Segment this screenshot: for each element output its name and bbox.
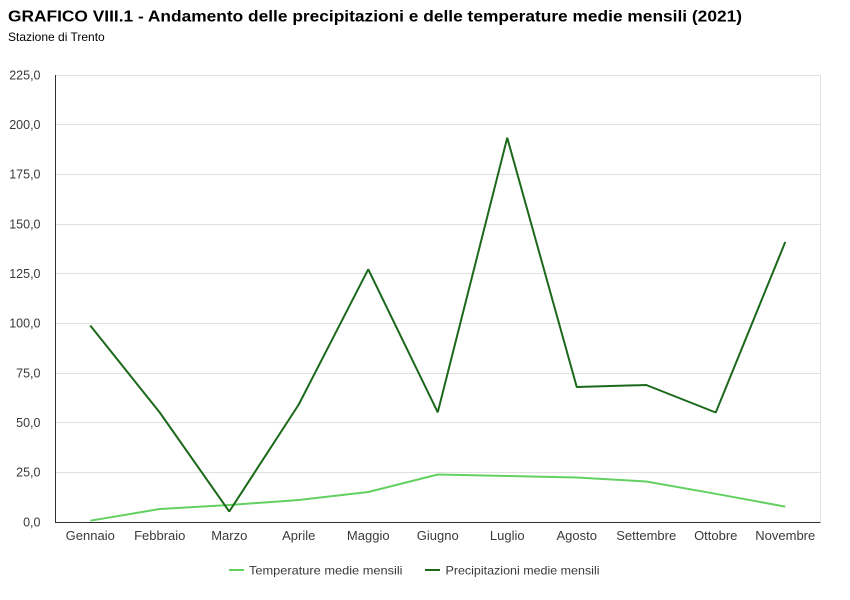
svg-text:50,0: 50,0 (16, 416, 40, 430)
svg-text:Luglio: Luglio (490, 528, 525, 543)
svg-text:225,0: 225,0 (9, 68, 40, 82)
svg-text:Novembre: Novembre (755, 528, 815, 543)
svg-text:Aprile: Aprile (282, 528, 315, 543)
svg-text:Ottobre: Ottobre (694, 528, 737, 543)
svg-text:Marzo: Marzo (211, 528, 247, 543)
svg-text:200,0: 200,0 (9, 118, 40, 132)
svg-text:Gennaio: Gennaio (66, 528, 115, 543)
svg-text:Stazione di Trento: Stazione di Trento (8, 30, 105, 44)
svg-text:125,0: 125,0 (9, 267, 40, 281)
svg-text:175,0: 175,0 (9, 168, 40, 182)
svg-text:75,0: 75,0 (16, 366, 40, 380)
svg-text:Temperature medie mensili: Temperature medie mensili (249, 563, 403, 577)
svg-text:Settembre: Settembre (616, 528, 676, 543)
svg-text:150,0: 150,0 (9, 217, 40, 231)
svg-text:0,0: 0,0 (23, 515, 40, 529)
svg-text:Agosto: Agosto (557, 528, 597, 543)
svg-text:25,0: 25,0 (16, 466, 40, 480)
svg-text:Giugno: Giugno (417, 528, 459, 543)
svg-text:GRAFICO VIII.1 - Andamento del: GRAFICO VIII.1 - Andamento delle precipi… (8, 9, 742, 26)
svg-text:100,0: 100,0 (9, 317, 40, 331)
svg-text:Maggio: Maggio (347, 528, 390, 543)
svg-text:Febbraio: Febbraio (134, 528, 185, 543)
svg-text:Precipitazioni medie mensili: Precipitazioni medie mensili (446, 563, 600, 577)
